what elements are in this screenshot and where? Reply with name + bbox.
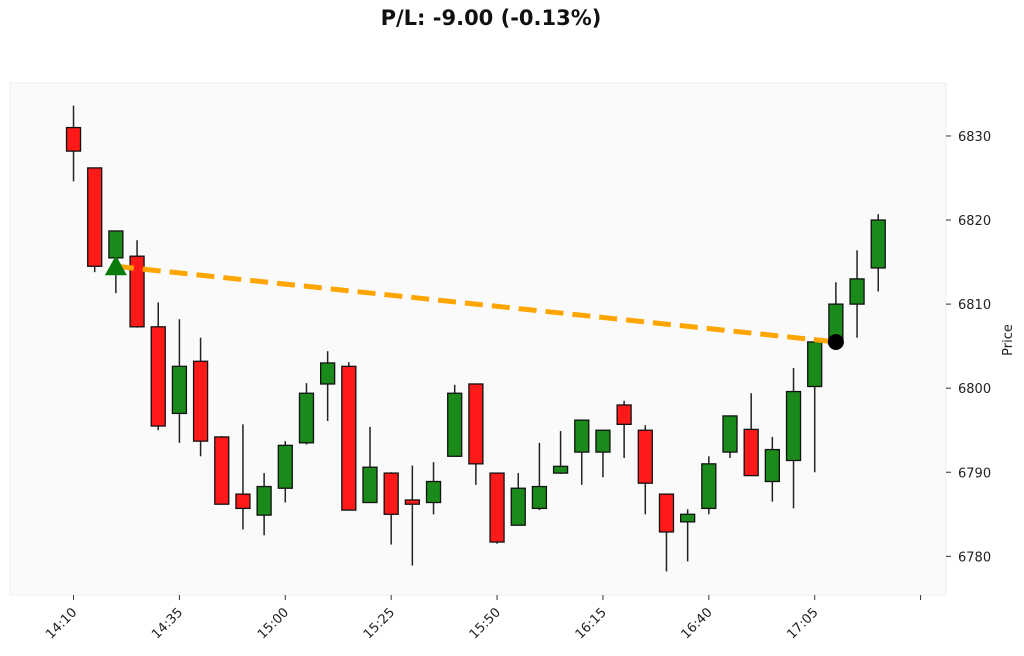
candle-up (108, 230, 124, 259)
candle-up (807, 341, 823, 388)
candle-up (277, 444, 293, 489)
x-tick-label: 17:05 (784, 605, 821, 642)
x-tick-label: 16:40 (679, 605, 716, 642)
candle-up (171, 365, 188, 415)
candle-up (679, 513, 696, 523)
candle-down (235, 493, 251, 510)
candle-down (383, 472, 399, 515)
candle-down (65, 126, 82, 152)
candle-up (319, 362, 336, 385)
candle-up (722, 415, 738, 453)
x-tick-label: 14:10 (43, 605, 80, 642)
candle-up (531, 485, 548, 510)
candle-down (87, 167, 103, 267)
candle-down (489, 472, 505, 543)
candle-down (658, 493, 675, 533)
x-tick-label: 15:00 (255, 605, 292, 642)
y-tick-label: 6810 (958, 298, 991, 313)
candle-up (574, 419, 590, 453)
y-tick-label: 6790 (958, 466, 991, 481)
exit-marker-circle-icon (827, 333, 844, 350)
candle-up (595, 429, 611, 453)
y-tick-label: 6800 (958, 382, 991, 397)
candle-up (764, 448, 781, 483)
x-tick-label: 14:35 (149, 605, 186, 642)
entry-marker-triangle-icon (104, 255, 127, 276)
x-tick-label: 16:15 (573, 605, 610, 642)
candle-up (870, 219, 886, 269)
y-axis-label: Price (1001, 324, 1016, 356)
candle-down (616, 404, 632, 425)
candle-up (362, 466, 378, 504)
candle-down (404, 499, 421, 505)
x-tick-label: 15:25 (361, 605, 398, 642)
chart-title: P/L: -9.00 (-0.13%) (380, 6, 602, 30)
candle-up (447, 392, 463, 457)
candle-up (425, 480, 442, 504)
candle-up (552, 465, 569, 474)
candle-up (298, 392, 315, 444)
y-tick-label: 6820 (958, 214, 991, 229)
candle-up (849, 278, 865, 305)
candle-down (129, 255, 145, 328)
trade-line (115, 263, 837, 345)
candle-down (150, 326, 166, 427)
candle-down (341, 365, 357, 511)
plot-area (9, 82, 947, 596)
candle-up (256, 485, 272, 516)
candle-up (701, 463, 717, 510)
candle-down (192, 360, 209, 442)
candle-down (214, 436, 230, 505)
candle-down (743, 428, 759, 477)
y-tick-label: 6830 (958, 130, 991, 145)
candle-up (785, 390, 802, 462)
x-tick-label: 15:50 (467, 605, 504, 642)
candle-down (637, 429, 653, 484)
y-tick-label: 6780 (958, 550, 991, 565)
candle-up (510, 487, 526, 526)
candle-down (468, 383, 484, 465)
